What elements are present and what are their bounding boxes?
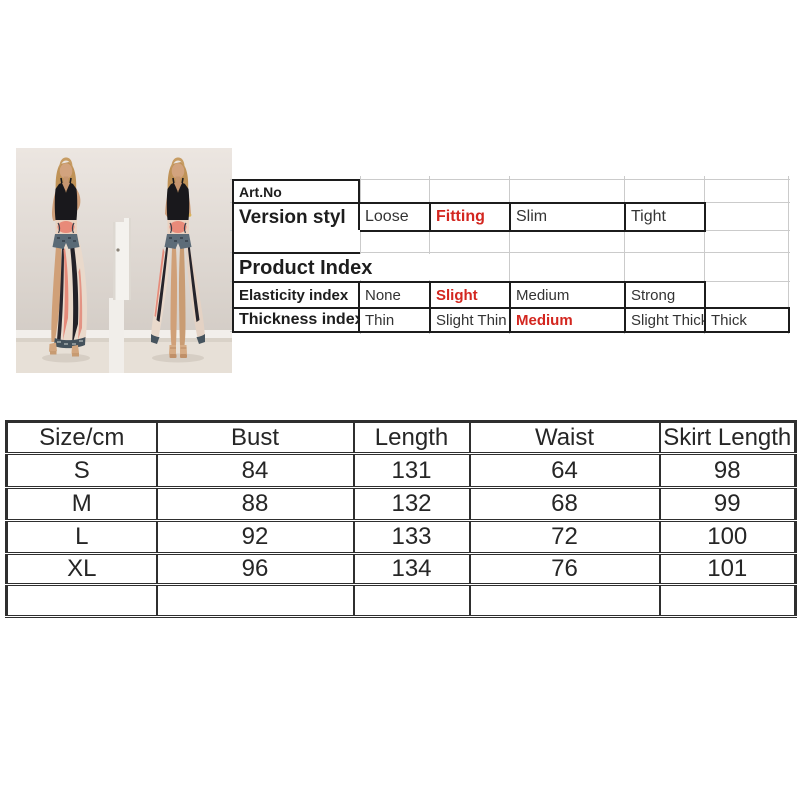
size-row-l: L 92 133 72 100 (5, 519, 797, 555)
elasticity-option-none: None (358, 281, 431, 309)
size-row-s: S 84 131 64 98 (5, 452, 797, 489)
col-header-waist: Waist (468, 420, 661, 455)
product-photos (16, 148, 232, 373)
size-chart-table: Size/cm Bust Length Waist Skirt Length S… (5, 420, 797, 618)
size-chart-header-row: Size/cm Bust Length Waist Skirt Length (5, 420, 797, 455)
model-figure (151, 157, 205, 358)
skirt-length-cell: 101 (658, 552, 797, 586)
col-header-size: Size/cm (5, 420, 158, 455)
col-header-length: Length (352, 420, 471, 455)
overflow-patch (360, 254, 446, 280)
skirt-length-cell: 98 (658, 452, 797, 489)
length-cell: 131 (352, 452, 471, 489)
size-row-xl: XL 96 134 76 101 (5, 552, 797, 586)
empty-cell (5, 583, 158, 618)
size-row-m: M 88 132 68 99 (5, 486, 797, 522)
product-index-title: Product Index (232, 252, 372, 283)
version-option-loose: Loose (358, 202, 431, 232)
artno-cell: Art.No (232, 179, 360, 204)
waist-cell: 64 (468, 452, 661, 489)
size-cell: L (5, 519, 158, 555)
size-row-empty (5, 583, 797, 618)
version-option-tight: Tight (624, 202, 706, 232)
thickness-option-medium: Medium (509, 307, 626, 333)
bust-cell: 96 (155, 552, 355, 586)
spec-sheet: Art.No Version styl Loose Fitting Slim T… (230, 176, 790, 334)
thickness-option-slight-thin: Slight Thin (429, 307, 511, 333)
col-header-skirt-length: Skirt Length (658, 420, 797, 455)
empty-cell (352, 583, 471, 618)
version-option-slim: Slim (509, 202, 626, 232)
waist-cell: 72 (468, 519, 661, 555)
version-option-fitting: Fitting (429, 202, 511, 232)
skirt-length-cell: 100 (658, 519, 797, 555)
length-cell: 133 (352, 519, 471, 555)
waist-cell: 68 (468, 486, 661, 522)
elasticity-option-slight: Slight (429, 281, 511, 309)
elasticity-option-medium: Medium (509, 281, 626, 309)
empty-cell (155, 583, 355, 618)
product-photo-right (124, 148, 232, 373)
product-photo-left (16, 148, 124, 373)
length-cell: 134 (352, 552, 471, 586)
version-style-label: Version styl (232, 202, 360, 232)
empty-cell (658, 583, 797, 618)
bust-cell: 84 (155, 452, 355, 489)
skirt-length-cell: 99 (658, 486, 797, 522)
empty-spec-cell (232, 230, 360, 254)
thickness-option-thick: Thick (704, 307, 790, 333)
col-header-bust: Bust (155, 420, 355, 455)
elasticity-index-label: Elasticity index (232, 281, 360, 309)
elasticity-option-strong: Strong (624, 281, 706, 309)
thickness-option-slight-thick: Slight Thick (624, 307, 706, 333)
thickness-index-label: Thickness index (232, 307, 360, 333)
model-figure (49, 157, 88, 357)
size-cell: S (5, 452, 158, 489)
waist-cell: 76 (468, 552, 661, 586)
thickness-option-thin: Thin (358, 307, 431, 333)
size-cell: M (5, 486, 158, 522)
bust-cell: 88 (155, 486, 355, 522)
bust-cell: 92 (155, 519, 355, 555)
size-cell: XL (5, 552, 158, 586)
empty-cell (468, 583, 661, 618)
length-cell: 132 (352, 486, 471, 522)
